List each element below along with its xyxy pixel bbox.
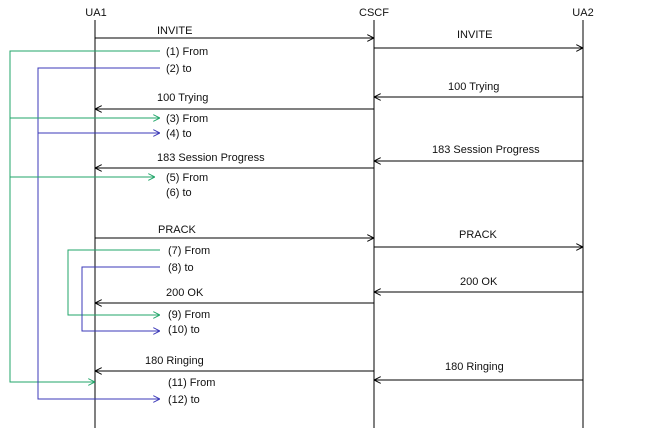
- annotation-10: (10) to: [168, 324, 200, 336]
- annotation-5: (5) From: [166, 172, 208, 184]
- annotation-9: (9) From: [168, 309, 210, 321]
- annotation-4: (4) to: [166, 128, 192, 140]
- label-invite-2: INVITE: [457, 29, 492, 41]
- label-ok-2: 200 OK: [460, 276, 498, 288]
- annotation-3: (3) From: [166, 113, 208, 125]
- label-ok-1: 200 OK: [166, 287, 204, 299]
- label-trying-1: 100 Trying: [157, 92, 208, 104]
- annotation-7: (7) From: [168, 245, 210, 257]
- label-ringing-2: 180 Ringing: [445, 361, 504, 373]
- annotation-11: (11) From: [168, 377, 215, 389]
- participant-cscf: CSCF: [359, 7, 389, 19]
- label-invite-1: INVITE: [157, 25, 192, 37]
- label-prack-2: PRACK: [459, 229, 498, 241]
- link-from-7-to-9: [67, 249, 160, 315]
- annotation-6: (6) to: [166, 187, 192, 199]
- label-ringing-1: 180 Ringing: [145, 355, 204, 367]
- annotation-12: (12) to: [168, 394, 200, 406]
- label-trying-2: 100 Trying: [448, 81, 499, 93]
- label-progress-2: 183 Session Progress: [432, 144, 540, 156]
- label-prack-1: PRACK: [158, 224, 197, 236]
- annotation-1: (1) From: [166, 46, 208, 58]
- link-to-2-to-12: [37, 67, 160, 399]
- link-to-8-to-10: [81, 266, 160, 331]
- participant-ua2: UA2: [572, 7, 593, 19]
- link-from-1-to-11: [9, 50, 160, 382]
- label-progress-1: 183 Session Progress: [157, 152, 265, 164]
- annotation-8: (8) to: [168, 262, 194, 274]
- annotation-2: (2) to: [166, 63, 192, 75]
- participant-ua1: UA1: [85, 7, 106, 19]
